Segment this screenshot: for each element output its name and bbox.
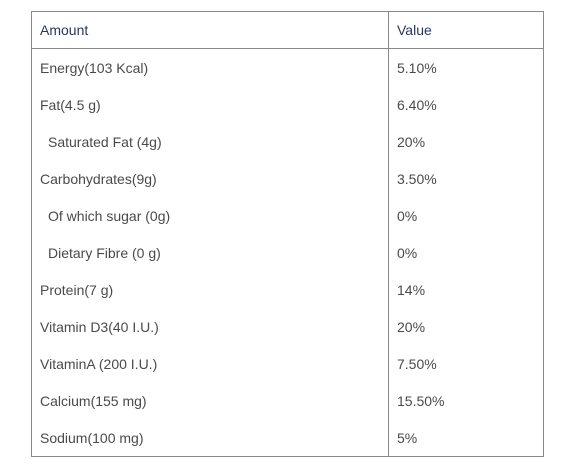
amount-column-header: Amount xyxy=(31,11,389,49)
table-row: Of which sugar (0g) 0% xyxy=(31,197,544,234)
amount-cell: Fat(4.5 g) xyxy=(31,86,389,123)
value-cell: 20% xyxy=(388,123,544,160)
amount-cell: Energy(103 Kcal) xyxy=(31,48,389,86)
amount-cell: Vitamin D3(40 I.U.) xyxy=(31,308,389,345)
value-column-header: Value xyxy=(388,11,544,49)
table-body: Energy(103 Kcal) 5.10% Fat(4.5 g) 6.40% … xyxy=(31,48,544,457)
amount-cell: Sodium(100 mg) xyxy=(31,419,389,457)
value-cell: 0% xyxy=(388,234,544,271)
amount-cell: Dietary Fibre (0 g) xyxy=(31,234,389,271)
table-row: Protein(7 g) 14% xyxy=(31,271,544,308)
value-cell: 20% xyxy=(388,308,544,345)
amount-cell: Saturated Fat (4g) xyxy=(31,123,389,160)
value-cell: 5% xyxy=(388,419,544,457)
value-cell: 7.50% xyxy=(388,345,544,382)
table-header: Amount Value xyxy=(31,11,544,49)
table-row: Carbohydrates(9g) 3.50% xyxy=(31,160,544,197)
table-row: Calcium(155 mg) 15.50% xyxy=(31,382,544,419)
value-cell: 15.50% xyxy=(388,382,544,419)
value-cell: 14% xyxy=(388,271,544,308)
value-cell: 3.50% xyxy=(388,160,544,197)
table-row: Dietary Fibre (0 g) 0% xyxy=(31,234,544,271)
amount-cell: Carbohydrates(9g) xyxy=(31,160,389,197)
table-row: Saturated Fat (4g) 20% xyxy=(31,123,544,160)
amount-cell: Calcium(155 mg) xyxy=(31,382,389,419)
value-cell: 5.10% xyxy=(388,48,544,86)
amount-cell: Of which sugar (0g) xyxy=(31,197,389,234)
amount-cell: Protein(7 g) xyxy=(31,271,389,308)
nutrition-table: Amount Value Energy(103 Kcal) 5.10% Fat(… xyxy=(31,11,544,457)
header-row: Amount Value xyxy=(31,11,544,49)
value-cell: 6.40% xyxy=(388,86,544,123)
table-row: Energy(103 Kcal) 5.10% xyxy=(31,48,544,86)
amount-cell: VitaminA (200 I.U.) xyxy=(31,345,389,382)
value-cell: 0% xyxy=(388,197,544,234)
table-row: VitaminA (200 I.U.) 7.50% xyxy=(31,345,544,382)
table-row: Fat(4.5 g) 6.40% xyxy=(31,86,544,123)
table-row: Sodium(100 mg) 5% xyxy=(31,419,544,457)
table-row: Vitamin D3(40 I.U.) 20% xyxy=(31,308,544,345)
